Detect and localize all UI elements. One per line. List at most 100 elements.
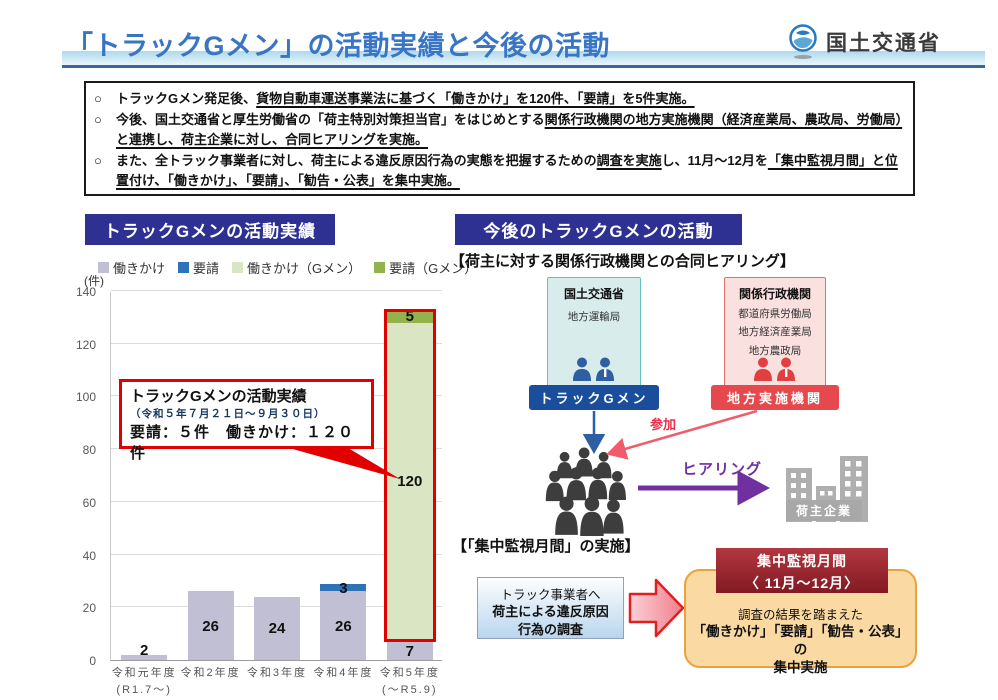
survey-box: トラック事業者へ 荷主による違反原因 行為の調査	[477, 577, 624, 639]
x-category-label: 令和元年度 (R1.7～)	[111, 667, 177, 696]
bar-value-label: 24	[268, 620, 286, 638]
shipper-company-tag: 荷主企業	[786, 500, 862, 521]
person-pair-icon	[573, 357, 614, 381]
legend-label: 働きかけ（Gメン）	[247, 261, 362, 276]
truck-gmen-tag: トラックGメン	[529, 385, 659, 410]
title-underline-band	[62, 51, 985, 68]
legend-item: 働きかけ（Gメン）	[232, 258, 361, 277]
section-title-future-activity: 今後のトラックGメンの活動	[455, 214, 742, 245]
bullet-text-underlined: 「集中監視月間」と位置付け、「働きかけ」、「要請」、「勧告・公表」を集中実施。	[116, 152, 898, 189]
gridline	[111, 553, 442, 555]
mlit-staff-icons	[548, 357, 640, 381]
monitor-header-box: 集中監視月間 〈 11月～12月〉	[716, 548, 888, 593]
x-category-label: 令和3年度	[246, 667, 308, 679]
summary-bullet-1: ○ トラックGメン発足後、貨物自動車運送事業法に基づく「働きかけ」を120件、「…	[94, 89, 903, 110]
flow-arrow-icon	[628, 577, 686, 645]
callout-counts: 要請：５件 働きかけ：１２０件	[130, 424, 355, 462]
legend-swatch	[98, 262, 109, 273]
sanka-arrow-label: 参加	[650, 417, 677, 432]
summary-bullet-3: ○ また、全トラック事業者に対し、荷主による違反原因行為の実態を把握するための調…	[94, 151, 903, 192]
bullet-text: また、全トラック事業者に対し、荷主による違反原因行為の実態を把握するための	[116, 152, 597, 168]
gridline	[111, 500, 442, 502]
agency-sub-2: 地方経済産業局	[738, 326, 812, 339]
monitor-body-1: 調査の結果を踏まえた	[737, 608, 863, 622]
monitor-header-2: 〈 11月～12月〉	[744, 574, 860, 591]
bar-segment	[254, 596, 300, 660]
mlit-org-title: 国土交通省	[563, 287, 624, 301]
agency-sub-3: 地方農政局	[748, 344, 802, 357]
summary-bullet-2: ○ 今後、国土交通省と厚生労働省の「荷主特別対策担当官」をはじめとする関係行政機…	[94, 110, 903, 151]
bar-value-label: 5	[405, 308, 414, 326]
bar-value-label: 120	[397, 472, 423, 490]
legend-item: 働きかけ	[98, 258, 165, 277]
x-category-label: 令和4年度	[313, 667, 374, 679]
mlit-org-box: 国土交通省 地方運輸局	[547, 277, 641, 387]
bullet-marker: ○	[94, 91, 102, 106]
legend-label: 要請	[193, 261, 220, 276]
bar-value-label: 26	[335, 617, 352, 635]
bar-value-label: 7	[405, 642, 414, 660]
monitor-heading: 【「集中監視月間」の実施】	[452, 538, 640, 555]
mlit-org-sub: 地方運輸局	[567, 311, 621, 323]
highlight-rect	[383, 309, 436, 642]
gmen-crowd-icon	[545, 443, 633, 546]
legend-item: 要請（Gメン）	[374, 258, 477, 277]
bullet-marker: ○	[94, 152, 102, 168]
legend-item: 要請	[178, 258, 219, 277]
legend-label: 働きかけ	[113, 261, 166, 276]
chart-callout: トラックGメンの活動実績 （令和５年７月２１日～９月３０日） 要請：５件 働きか…	[119, 379, 374, 462]
bar-segment	[187, 591, 234, 660]
section-title-activity-results: トラックGメンの活動実績	[85, 214, 335, 245]
mlit-logo-icon	[789, 24, 817, 59]
survey-line-3: 行為の調査	[517, 621, 583, 637]
y-tick-label: 20	[82, 601, 96, 616]
y-axis-unit-label: (件)	[84, 274, 104, 288]
gridline	[111, 342, 442, 344]
bar-segment	[121, 654, 168, 660]
legend-swatch	[374, 262, 386, 273]
gridline	[111, 290, 442, 291]
bullet-text: トラックGメン発足後、	[116, 91, 257, 106]
bullet-text: 今後、国土交通省と厚生労働省の「荷主特別対策担当官」をはじめとする	[116, 111, 545, 127]
y-tick-label: 40	[82, 548, 96, 563]
mlit-logo: 国土交通省	[786, 24, 986, 59]
survey-line-1: トラック事業者へ	[500, 588, 601, 602]
agency-sub-1: 都道府県労働局	[738, 308, 812, 320]
monitor-header-1: 集中監視月間	[757, 553, 847, 569]
bullet-text-underlined: 調査を実施	[596, 152, 662, 168]
y-tick-label: 0	[89, 654, 96, 668]
summary-box: ○ トラックGメン発足後、貨物自動車運送事業法に基づく「働きかけ」を120件、「…	[84, 81, 915, 196]
legend-swatch	[178, 262, 190, 273]
bullet-text-underlined: 関係行政機関の地方実施機関（経済産業局、農政局、労働局）と連携し、荷主企業に対し…	[116, 111, 903, 148]
bar-segment	[386, 322, 433, 639]
agency-org-box: 関係行政機関 都道府県労働局 地方経済産業局 地方農政局	[724, 277, 826, 387]
bar-segment	[386, 641, 433, 660]
page-title: 「トラックGメン」の活動実績と今後の活動	[66, 31, 611, 61]
bullet-text-underlined: 貨物自動車運送事業法に基づく「働きかけ」を120件、「要請」を5件実施。	[256, 91, 695, 106]
bar-value-label: 26	[202, 617, 219, 635]
bar-segment	[320, 583, 367, 592]
bar-segment	[320, 591, 367, 660]
legend-swatch	[232, 262, 244, 273]
monitor-body-2: 「働きかけ」「要請」「勧告・公表」の	[692, 624, 909, 658]
person-pair-icon	[754, 357, 795, 381]
bar-segment	[386, 309, 433, 323]
y-tick-label: 80	[82, 443, 96, 458]
y-tick-label: 60	[82, 495, 96, 510]
y-tick-label: 100	[75, 390, 96, 405]
x-category-label: 令和5年度 (～R5.9)	[379, 667, 440, 696]
monitor-body-3: 集中実施	[773, 660, 828, 676]
x-category-label: 令和2年度	[180, 667, 241, 679]
chart-legend: 働きかけ 要請 働きかけ（Gメン） 要請（Gメン）	[98, 258, 477, 277]
y-axis-ticks: 0 20 40 60 80 100 120 140	[64, 285, 104, 668]
callout-period: （令和５年７月２１日～９月３０日）	[130, 408, 326, 420]
agency-org-title: 関係行政機関	[738, 287, 811, 301]
local-agency-tag: 地方実施機関	[711, 385, 839, 410]
bullet-marker: ○	[94, 111, 102, 127]
bullet-text: し、11月～12月を	[661, 152, 768, 168]
hearing-arrow-label: ヒアリング	[682, 461, 763, 478]
bar-value-label: 2	[140, 642, 149, 660]
survey-line-2: 荷主による違反原因	[492, 604, 609, 619]
callout-title: トラックGメンの活動実績	[130, 388, 307, 405]
